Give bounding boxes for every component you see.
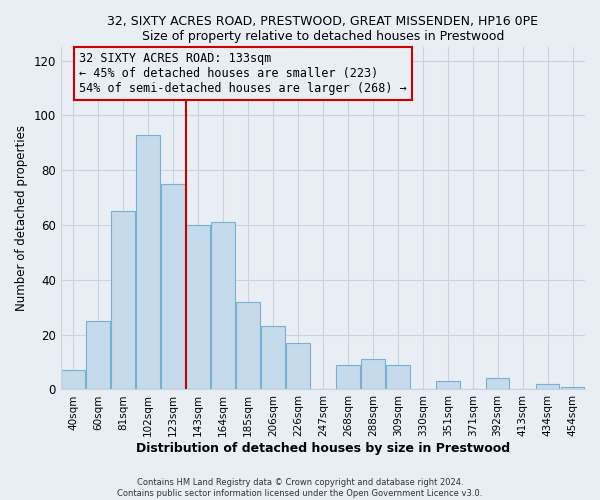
Y-axis label: Number of detached properties: Number of detached properties — [15, 125, 28, 311]
Bar — [361, 360, 385, 390]
Bar — [336, 365, 360, 390]
Bar — [112, 212, 135, 390]
Bar — [236, 302, 260, 390]
Bar — [136, 134, 160, 390]
Bar — [61, 370, 85, 390]
Bar — [386, 365, 410, 390]
Bar — [560, 386, 584, 390]
Text: Contains HM Land Registry data © Crown copyright and database right 2024.
Contai: Contains HM Land Registry data © Crown c… — [118, 478, 482, 498]
Bar — [436, 381, 460, 390]
Bar — [486, 378, 509, 390]
Bar — [261, 326, 285, 390]
Bar — [211, 222, 235, 390]
Bar — [286, 343, 310, 390]
Title: 32, SIXTY ACRES ROAD, PRESTWOOD, GREAT MISSENDEN, HP16 0PE
Size of property rela: 32, SIXTY ACRES ROAD, PRESTWOOD, GREAT M… — [107, 15, 538, 43]
Bar — [161, 184, 185, 390]
Text: 32 SIXTY ACRES ROAD: 133sqm
← 45% of detached houses are smaller (223)
54% of se: 32 SIXTY ACRES ROAD: 133sqm ← 45% of det… — [79, 52, 407, 95]
Bar — [186, 225, 210, 390]
Bar — [536, 384, 559, 390]
X-axis label: Distribution of detached houses by size in Prestwood: Distribution of detached houses by size … — [136, 442, 510, 455]
Bar — [86, 321, 110, 390]
